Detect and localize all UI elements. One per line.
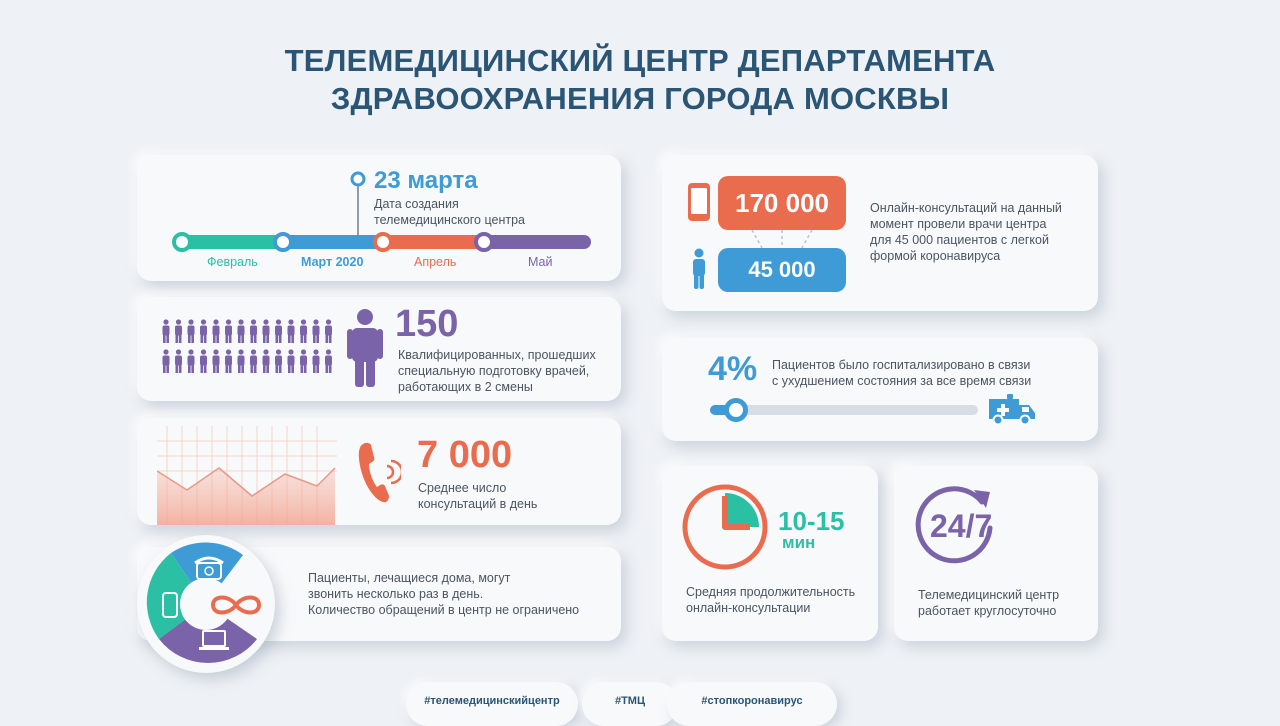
channels-text: Пациенты, лечащиеся дома, могут звонить … xyxy=(308,570,579,618)
people-grid-icon xyxy=(162,319,332,373)
consultations-text: Онлайн-консультаций на данный момент про… xyxy=(870,200,1062,264)
duration-unit: мин xyxy=(782,533,816,552)
cycle-arrow-icon xyxy=(915,486,993,564)
channels-text-line-2: звонить несколько раз в день. xyxy=(308,587,484,601)
patients-value-badge: 45 000 xyxy=(718,248,846,292)
duration-card: 10-15 мин Средняя продолжительность онла… xyxy=(662,466,878,641)
connector-lines xyxy=(751,230,813,248)
calls-trend-graphic xyxy=(157,426,337,525)
doctors-text-line-2: специальную подготовку врачей, xyxy=(398,364,590,378)
title-line-1: ТЕЛЕМЕДИЦИНСКИЙ ЦЕНТР ДЕПАРТАМЕНТА xyxy=(284,43,996,78)
hashtag-stop-coronavirus[interactable]: #стопкоронавирус xyxy=(667,682,837,726)
calls-card: 7 000 Среднее число консультаций в день xyxy=(137,418,621,525)
telephone-icon xyxy=(194,556,224,580)
page-title: ТЕЛЕМЕДИЦИНСКИЙ ЦЕНТР ДЕПАРТАМЕНТА ЗДРАВ… xyxy=(0,42,1280,118)
hospitalized-card: 4% Пациентов было госпитализировано в св… xyxy=(662,338,1098,441)
duration-text-line-2: онлайн-консультации xyxy=(686,601,811,615)
channels-text-line-3: Количество обращений в центр не ограниче… xyxy=(308,603,580,617)
phone-handset-icon xyxy=(358,442,401,503)
channels-wheel xyxy=(137,535,275,673)
hashtag-telemedicine-center[interactable]: #телемедицинскийцентр xyxy=(406,682,578,726)
channels-wheel-graphic xyxy=(146,542,257,664)
clock-icon xyxy=(682,484,768,570)
consultations-text-line-3: для 45 000 пациентов с легкой xyxy=(870,233,1049,247)
doctors-text-line-1: Квалифицированных, прошедших xyxy=(398,348,596,362)
hospitalized-progress-fill xyxy=(710,405,736,415)
laptop-icon xyxy=(199,630,229,650)
round-clock-card: 24/7 Телемедицинский центр работает круг… xyxy=(894,466,1098,641)
timeline-caption-line-2: телемедицинского центра xyxy=(374,213,525,227)
hashtag-tmc[interactable]: #ТМЦ xyxy=(582,682,678,726)
doctors-text: Квалифицированных, прошедших специальную… xyxy=(398,347,596,395)
consultations-card: 170 000 45 000 Онлайн-консультаций на да… xyxy=(662,155,1098,311)
duration-text-line-1: Средняя продолжительность xyxy=(686,585,856,599)
consultations-text-line-4: формой коронавируса xyxy=(870,249,1001,263)
channels-text-line-1: Пациенты, лечащиеся дома, могут xyxy=(308,571,511,585)
timeline-caption-line-1: Дата создания xyxy=(374,197,459,211)
hospitalized-text-line-2: с ухудшением состояния за все время связ… xyxy=(772,374,1032,388)
round-clock-text: Телемедицинский центр работает круглосут… xyxy=(918,587,1059,619)
month-april: Апрель xyxy=(414,255,457,269)
hospitalized-text-line-1: Пациентов было госпитализировано в связи xyxy=(772,358,1031,372)
consultations-value-badge: 170 000 xyxy=(718,176,846,230)
title-line-2: ЗДРАВООХРАНЕНИЯ ГОРОДА МОСКВЫ xyxy=(330,81,950,116)
timeline-card: 23 марта Дата создания телемедицинского … xyxy=(137,155,621,281)
timeline-graphic xyxy=(172,171,591,252)
month-february: Февраль xyxy=(207,255,258,269)
month-may: Май xyxy=(528,255,553,269)
consultations-text-line-2: момент провели врачи центра xyxy=(870,217,1047,231)
hospitalized-value: 4% xyxy=(708,350,758,388)
mobile-phone-icon xyxy=(688,183,710,221)
doctors-value: 150 xyxy=(395,303,459,345)
infinity-icon xyxy=(210,595,262,615)
timeline-date: 23 марта xyxy=(374,167,478,194)
mobile-icon xyxy=(162,592,178,618)
calls-text: Среднее число консультаций в день xyxy=(418,480,537,512)
round-clock-text-line-1: Телемедицинский центр xyxy=(918,588,1060,602)
consultations-text-line-1: Онлайн-консультаций на данный xyxy=(870,201,1062,215)
duration-text: Средняя продолжительность онлайн-консуль… xyxy=(686,584,855,616)
doctors-text-line-3: работающих в 2 смены xyxy=(398,380,533,394)
doctor-person-icon xyxy=(347,309,383,387)
doctors-card: 150 Квалифицированных, прошедших специал… xyxy=(137,297,621,401)
hospitalized-progress-knob xyxy=(724,398,748,422)
timeline-caption: Дата создания телемедицинского центра xyxy=(374,196,525,228)
month-march: Март 2020 xyxy=(301,255,364,269)
ambulance-icon xyxy=(989,394,1035,426)
duration-value: 10-15 xyxy=(778,506,845,536)
person-icon xyxy=(693,248,705,289)
hospitalized-progress-track xyxy=(710,398,978,422)
round-clock-value: 24/7 xyxy=(930,508,993,544)
round-clock-text-line-2: работает круглосуточно xyxy=(918,604,1057,618)
calls-text-line-1: Среднее число xyxy=(418,481,507,495)
hospitalized-text: Пациентов было госпитализировано в связи… xyxy=(772,357,1031,389)
calls-text-line-2: консультаций в день xyxy=(418,497,538,511)
calls-value: 7 000 xyxy=(417,434,513,476)
